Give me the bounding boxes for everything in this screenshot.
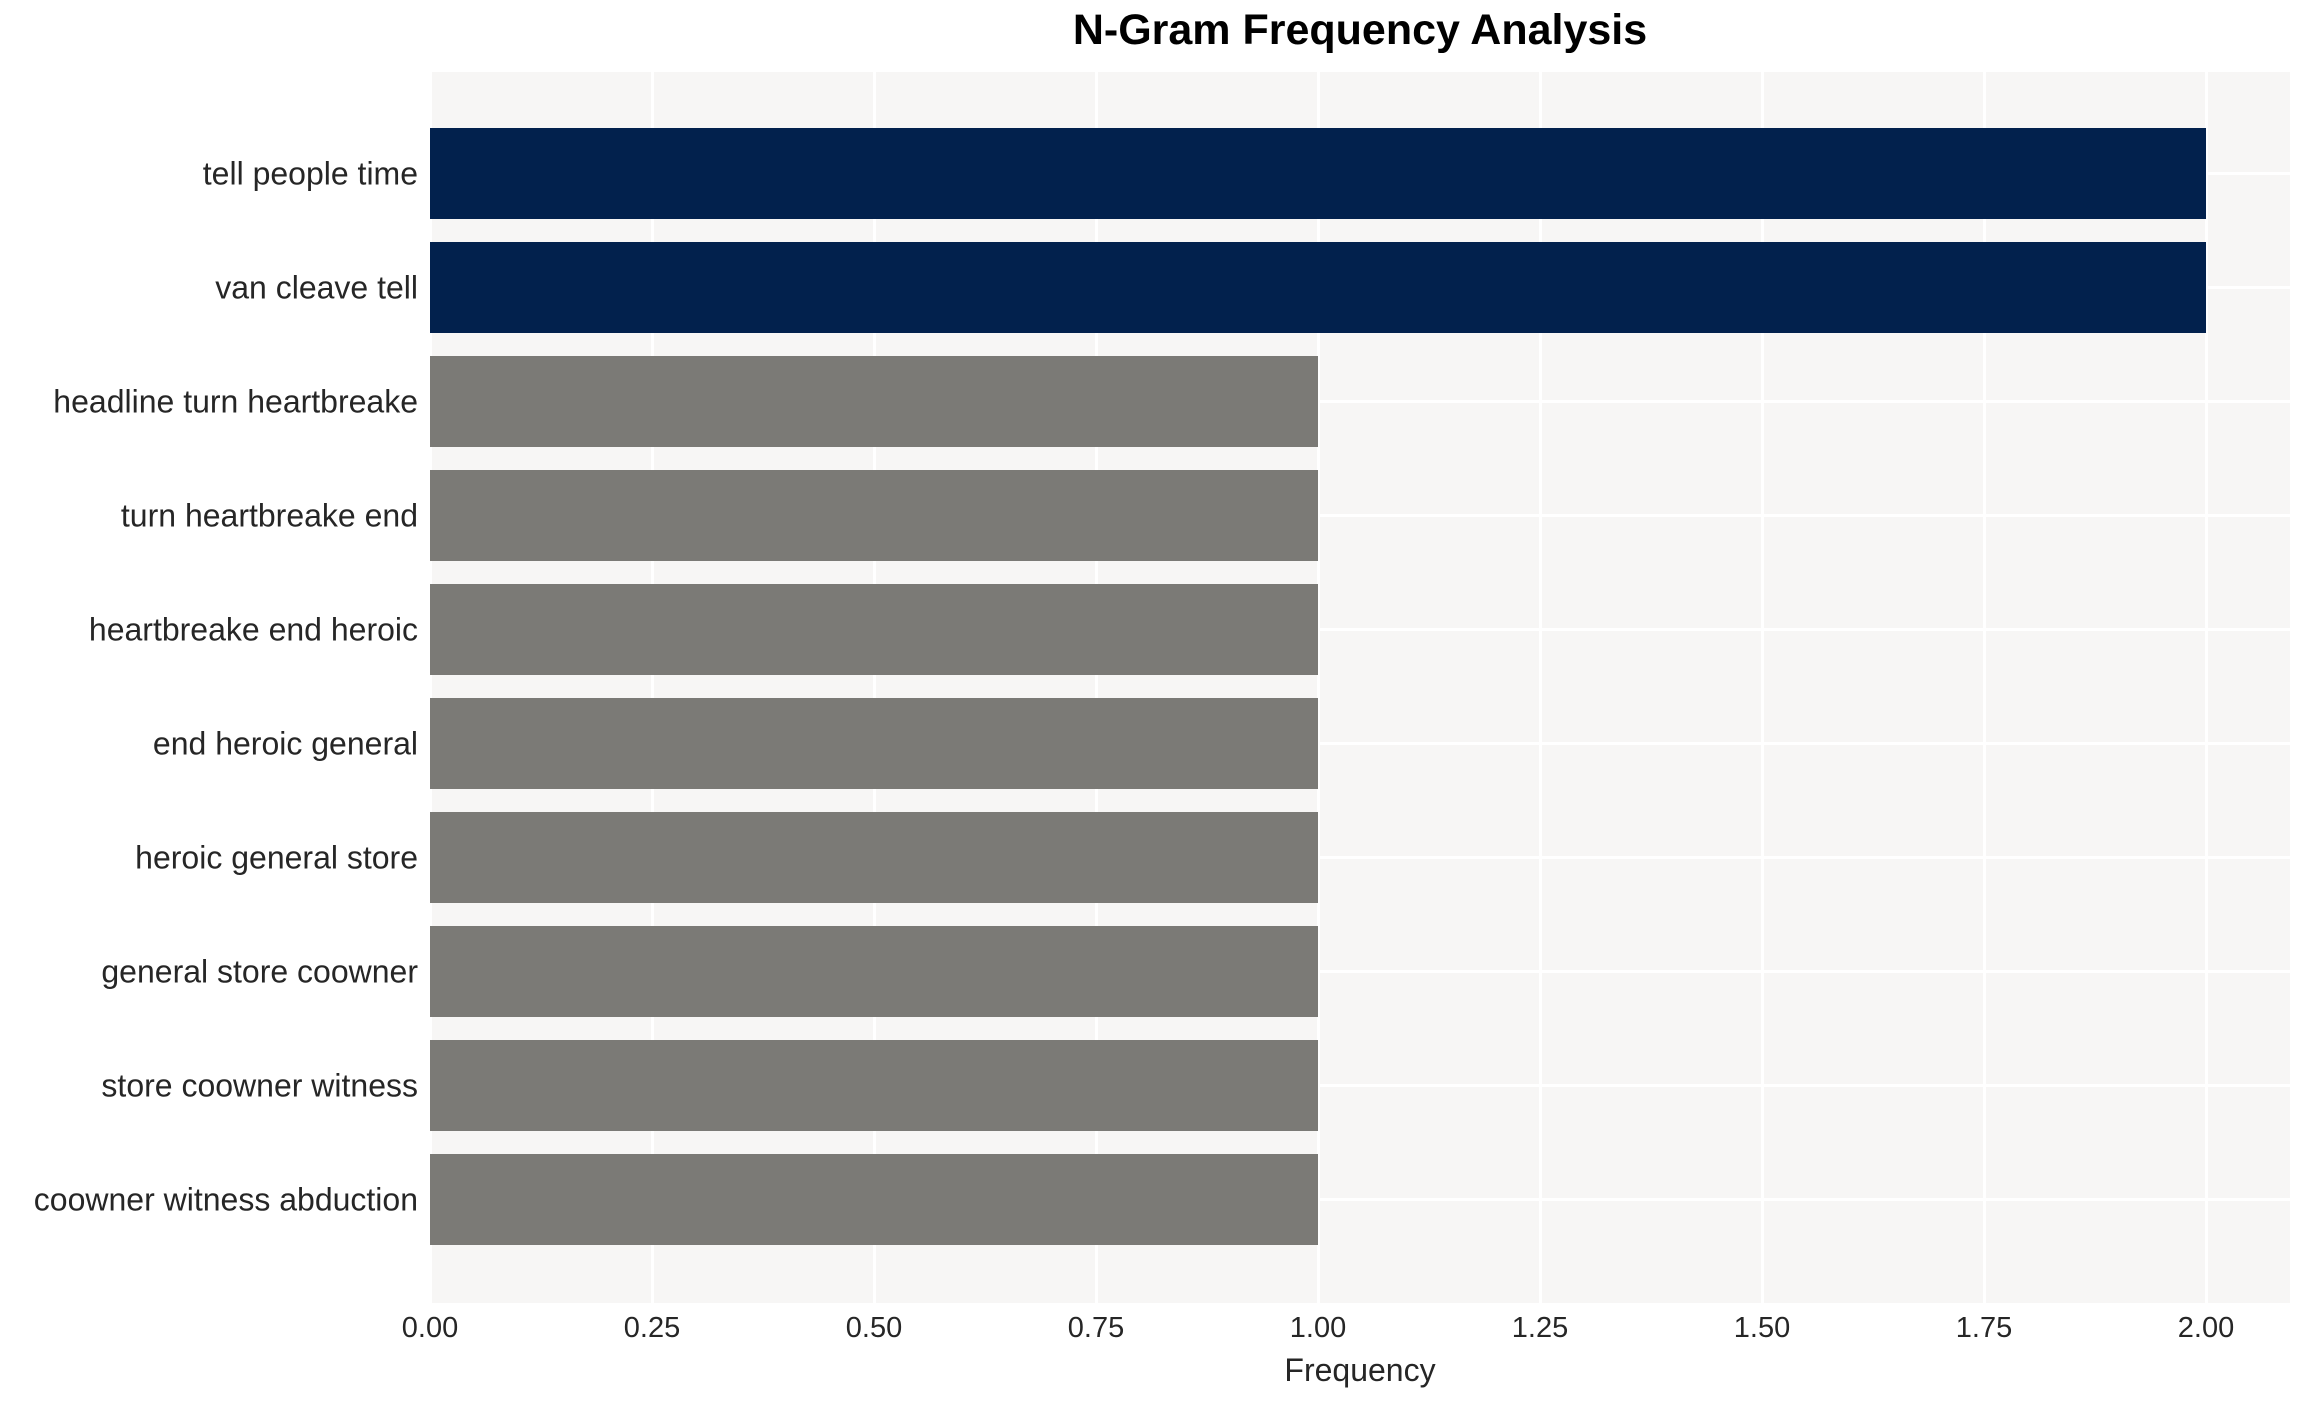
bar-coowner-witness-abduction	[430, 1154, 1318, 1245]
y-gridline	[430, 628, 2290, 631]
x-tick-label: 0.50	[845, 1312, 903, 1344]
x-tick-label: 1.75	[1955, 1312, 2013, 1344]
bar-heroic-general-store	[430, 812, 1318, 903]
bar-tell-people-time	[430, 128, 2206, 219]
bar-turn-heartbreake-end	[430, 470, 1318, 561]
plot-area	[430, 72, 2290, 1303]
bar-store-coowner-witness	[430, 1040, 1318, 1131]
y-tick-label: general store coowner	[101, 953, 418, 989]
x-tick-label: 1.25	[1511, 1312, 1569, 1344]
x-gridline	[1538, 72, 1542, 1303]
x-gridline	[1982, 72, 1986, 1303]
bar-general-store-coowner	[430, 926, 1318, 1017]
bar-headline-turn-heartbreake	[430, 356, 1318, 447]
y-tick-label: turn heartbreake end	[120, 497, 418, 533]
x-gridline	[1094, 72, 1098, 1303]
y-tick-label: store coowner witness	[101, 1067, 418, 1103]
x-tick-label: 0.75	[1067, 1312, 1125, 1344]
y-tick-label: headline turn heartbreake	[53, 383, 418, 419]
y-gridline	[430, 400, 2290, 403]
y-gridline	[430, 1084, 2290, 1087]
bar-van-cleave-tell	[430, 242, 2206, 333]
x-tick-label: 1.50	[1733, 1312, 1791, 1344]
x-gridline	[2204, 72, 2208, 1303]
x-tick-label: 0.00	[401, 1312, 459, 1344]
y-gridline	[430, 856, 2290, 859]
x-gridline	[650, 72, 654, 1303]
chart-title: N-Gram Frequency Analysis	[1072, 6, 1648, 54]
x-tick-label: 1.00	[1289, 1312, 1347, 1344]
y-tick-label: van cleave tell	[215, 269, 418, 305]
y-tick-label: heroic general store	[135, 839, 418, 875]
x-gridline	[872, 72, 876, 1303]
x-tick-label: 0.25	[623, 1312, 681, 1344]
x-gridline	[1316, 72, 1320, 1303]
x-gridline	[1760, 72, 1764, 1303]
y-tick-label: heartbreake end heroic	[88, 611, 418, 647]
y-gridline	[430, 742, 2290, 745]
y-gridline	[430, 970, 2290, 973]
y-tick-label: end heroic general	[152, 725, 418, 761]
y-gridline	[430, 514, 2290, 517]
y-gridline	[430, 1198, 2290, 1201]
bar-heartbreake-end-heroic	[430, 584, 1318, 675]
bar-end-heroic-general	[430, 698, 1318, 789]
y-tick-label: tell people time	[202, 155, 418, 191]
x-gridline	[430, 72, 432, 1303]
y-tick-label: coowner witness abduction	[33, 1181, 418, 1217]
x-axis-title: Frequency	[1284, 1352, 1436, 1388]
x-tick-label: 2.00	[2177, 1312, 2235, 1344]
